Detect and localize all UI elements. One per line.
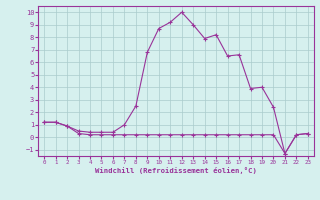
X-axis label: Windchill (Refroidissement éolien,°C): Windchill (Refroidissement éolien,°C) — [95, 167, 257, 174]
